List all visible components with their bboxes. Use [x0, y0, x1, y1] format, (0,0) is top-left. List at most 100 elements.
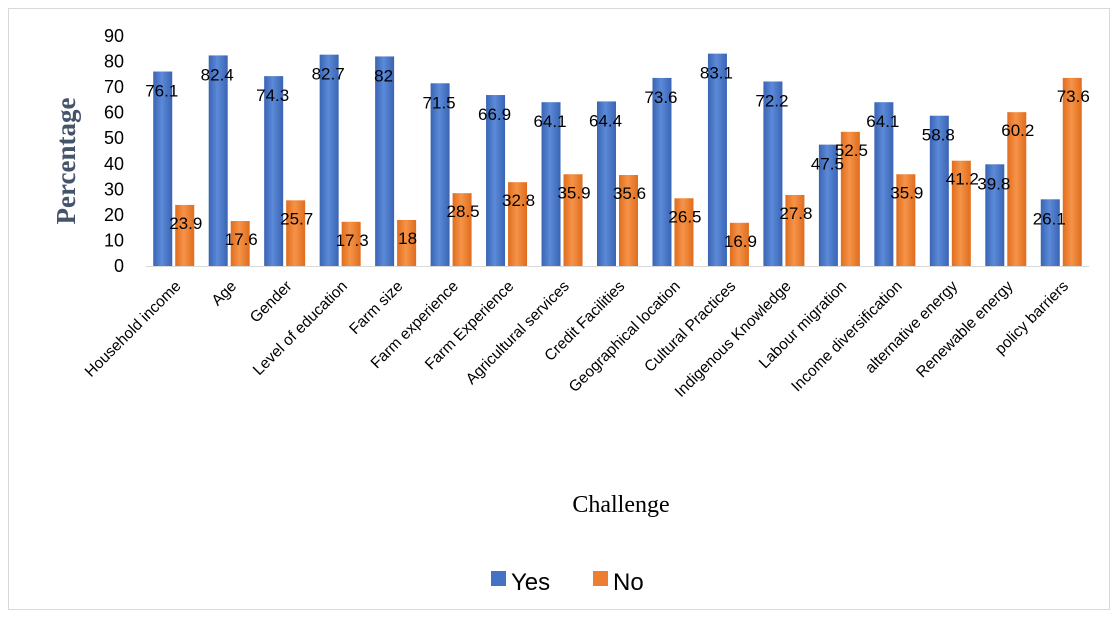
y-tick-label: 0 — [114, 256, 124, 276]
x-tick-label: Renewable energy — [913, 278, 1017, 382]
bar-yes — [597, 101, 616, 266]
bar-yes — [319, 54, 339, 267]
data-label-yes: 47.5 — [811, 155, 844, 174]
data-label-no: 32.8 — [502, 191, 535, 210]
bar-no — [341, 221, 361, 266]
data-label-no: 35.6 — [613, 184, 646, 203]
data-label-yes: 58.8 — [922, 126, 955, 145]
y-tick-label: 30 — [104, 179, 124, 199]
bar-yes — [874, 102, 894, 266]
data-label-yes: 64.1 — [533, 112, 566, 131]
bar-no — [563, 174, 583, 266]
x-tick-label: Age — [209, 278, 241, 310]
y-tick-label: 10 — [104, 230, 124, 250]
data-labels-group: 76.1 23.9 82.4 17.6 74.3 25.7 82.7 17.3 82 18 71.5… — [145, 64, 1090, 251]
bar-yes — [430, 83, 450, 267]
y-tick-label: 90 — [104, 26, 124, 46]
data-label-no: 60.2 — [1001, 121, 1034, 140]
bars-group — [153, 53, 1082, 267]
data-label-no: 35.9 — [890, 183, 923, 202]
bar-no — [896, 174, 916, 266]
data-label-no: 25.7 — [280, 209, 313, 228]
x-axis-title: Challenge — [572, 492, 669, 518]
bar-yes — [541, 102, 561, 266]
bar-yes — [707, 53, 727, 267]
bar-no — [619, 175, 638, 266]
legend-swatch-no — [593, 571, 608, 586]
bar-yes — [985, 164, 1005, 266]
data-label-no: 41.2 — [946, 170, 979, 189]
data-label-no: 52.5 — [835, 141, 868, 160]
bar-no — [230, 221, 250, 266]
data-label-yes: 39.8 — [977, 174, 1010, 193]
data-label-yes: 66.9 — [478, 105, 511, 124]
y-tick-label: 40 — [104, 154, 124, 174]
y-tick-label: 70 — [104, 77, 124, 97]
data-label-yes: 74.3 — [256, 86, 289, 105]
bar-no — [951, 160, 971, 266]
data-label-yes: 71.5 — [423, 93, 456, 112]
data-label-no: 17.3 — [336, 231, 369, 250]
y-axis: 0 10 20 30 40 50 60 70 80 90 — [104, 26, 124, 276]
x-tick-label: alternative energy — [862, 278, 961, 377]
x-tick-label: Level of education — [250, 278, 351, 379]
bar-no — [1062, 77, 1082, 267]
bar-yes — [153, 71, 173, 266]
bar-yes — [818, 144, 838, 266]
data-label-yes: 82.7 — [312, 65, 345, 84]
bar-yes — [264, 76, 284, 266]
x-tick-label: Gender — [247, 278, 296, 327]
bar-yes — [1040, 199, 1060, 266]
data-label-no: 17.6 — [225, 230, 258, 249]
bar-no — [508, 182, 528, 266]
data-label-no: 73.6 — [1057, 87, 1090, 106]
bar-yes — [486, 95, 506, 267]
data-label-yes: 64.4 — [589, 111, 622, 130]
data-label-yes: 82.4 — [201, 65, 234, 84]
bar-no — [397, 220, 417, 266]
bar-yes — [763, 81, 783, 266]
data-label-yes: 82 — [374, 66, 393, 85]
data-label-yes: 26.1 — [1033, 209, 1066, 228]
chart-frame: 0 10 20 30 40 50 60 70 80 90 76.1 23.9 82.4 17.6 74.3… — [8, 8, 1110, 610]
bar-yes — [652, 77, 672, 267]
bar-no — [674, 198, 694, 266]
x-tick-label: Agricultural services — [463, 278, 573, 388]
data-label-yes: 83.1 — [700, 64, 733, 83]
bar-no — [286, 200, 306, 266]
data-label-no: 28.5 — [447, 202, 480, 221]
data-label-no: 35.9 — [557, 183, 590, 202]
x-tick-label: Household income — [82, 278, 185, 381]
legend: Yes No — [491, 569, 644, 596]
legend-label-yes: Yes — [511, 569, 550, 596]
data-label-yes: 76.1 — [145, 82, 178, 101]
data-label-no: 27.8 — [779, 204, 812, 223]
legend-swatch-yes — [491, 571, 506, 586]
bar-yes — [208, 55, 228, 266]
bar-chart: 0 10 20 30 40 50 60 70 80 90 76.1 23.9 82.4 17.6 74.3… — [51, 26, 1090, 596]
data-label-no: 16.9 — [724, 232, 757, 251]
y-tick-label: 50 — [104, 128, 124, 148]
y-axis-title: Percentage — [51, 98, 81, 225]
y-tick-label: 20 — [104, 205, 124, 225]
bar-no — [1007, 112, 1027, 267]
bar-yes — [375, 56, 395, 266]
data-label-no: 26.5 — [668, 207, 701, 226]
y-tick-label: 80 — [104, 52, 124, 72]
y-tick-label: 60 — [104, 103, 124, 123]
bar-no — [175, 204, 195, 266]
legend-label-no: No — [613, 569, 644, 596]
data-label-yes: 72.2 — [755, 91, 788, 110]
data-label-yes: 64.1 — [866, 112, 899, 131]
x-tick-label: Income diversification — [788, 278, 905, 395]
bar-no — [840, 131, 860, 266]
x-tick-label: Geographical location — [566, 278, 684, 396]
bar-yes — [929, 115, 949, 266]
data-label-no: 18 — [398, 229, 417, 248]
bar-no — [452, 193, 472, 266]
bar-no — [729, 222, 749, 266]
data-label-yes: 73.6 — [644, 88, 677, 107]
data-label-no: 23.9 — [169, 214, 202, 233]
bar-no — [785, 194, 805, 266]
